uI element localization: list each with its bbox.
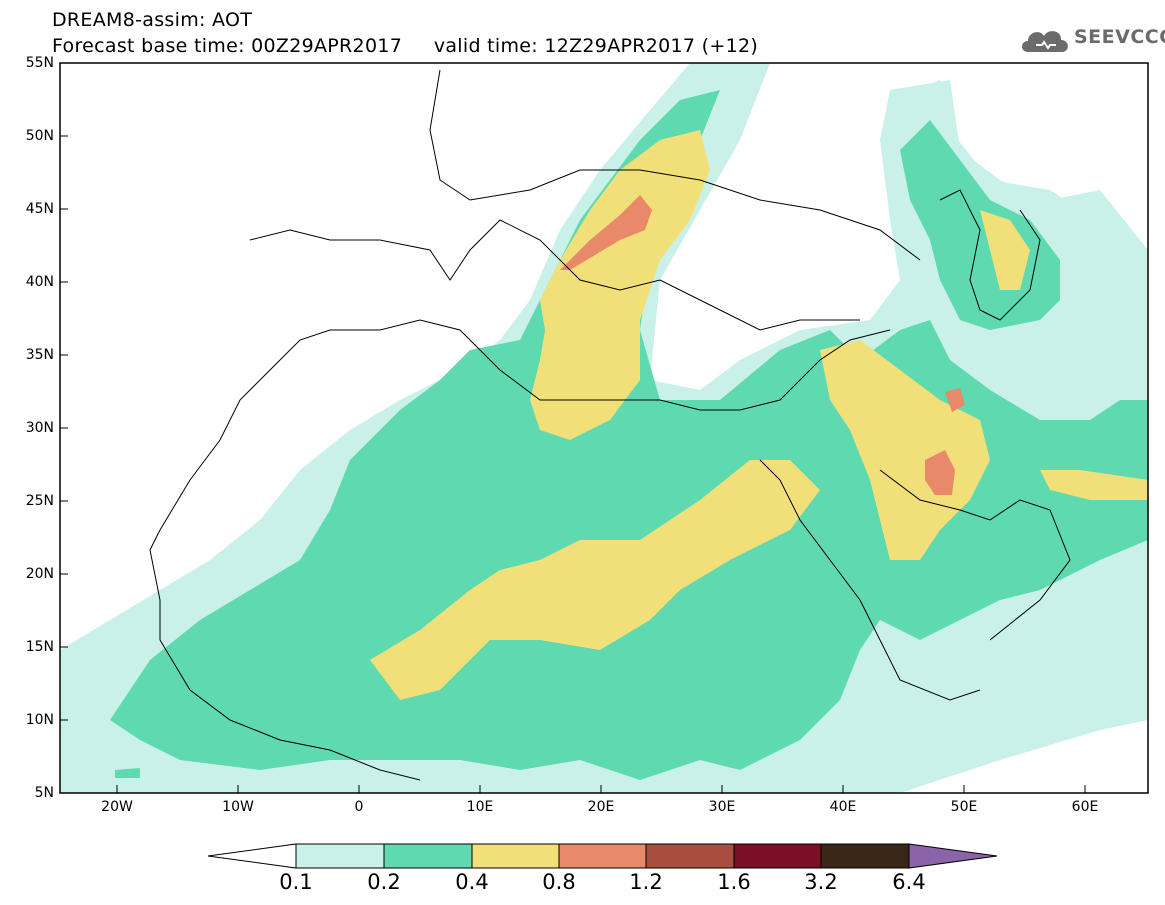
colorbar-under-arrow (207, 843, 297, 869)
colorbar-label: 0.4 (455, 870, 489, 894)
aot-band-light-patch (115, 768, 140, 778)
lat-label: 15N (25, 639, 54, 655)
chart-title: DREAM8-assim: AOT (52, 9, 253, 31)
lat-label: 10N (25, 712, 54, 728)
aot-band-orange-iraq (925, 450, 955, 495)
lat-label: 35N (25, 347, 54, 363)
lat-label: 50N (25, 128, 54, 144)
colorbar-bin-3 (471, 843, 560, 869)
lat-label: 25N (25, 493, 54, 509)
colorbar-label: 1.2 (629, 870, 663, 894)
aot-band-yellow-sahara (370, 460, 820, 700)
lon-label: 10E (466, 799, 494, 815)
aot-band-orange-balkans (560, 195, 652, 270)
lat-label: 45N (25, 201, 54, 217)
aot-band-yellow-arabia (820, 340, 990, 560)
lon-label: 0 (354, 799, 364, 815)
colorbar-label: 3.2 (804, 870, 838, 894)
colorbar-bin-7 (820, 843, 910, 869)
lat-label: 55N (25, 55, 54, 71)
lat-label: 30N (25, 420, 54, 436)
colorbar-bin-1 (295, 843, 385, 869)
colorbar-label: 1.6 (717, 870, 751, 894)
forecast-time-line: Forecast base time: 00Z29APR2017 valid t… (52, 35, 759, 57)
lat-label: 40N (25, 274, 54, 290)
aot-band-yellow-caspian (980, 210, 1030, 290)
logo-text: SEEVCCC (1074, 26, 1165, 48)
lon-label: 40E (829, 799, 857, 815)
cloud-icon (1022, 31, 1068, 52)
seevccc-logo: SEEVCCC (1018, 22, 1165, 58)
aot-band-yellow-balkans (530, 130, 710, 440)
axis-ticks (60, 62, 1086, 793)
lon-label: 60E (1071, 799, 1099, 815)
colorbar-bin-4 (558, 843, 647, 869)
lon-label: 50E (950, 799, 978, 815)
aot-band-green-main (110, 90, 1148, 780)
lon-label: 20E (587, 799, 615, 815)
colorbar-over-arrow (908, 843, 998, 869)
colorbar-label: 0.8 (542, 870, 576, 894)
colorbar-label: 6.4 (892, 870, 926, 894)
colorbar-label: 0.2 (367, 870, 401, 894)
lon-label: 30E (708, 799, 736, 815)
colorbar-label: 0.1 (279, 870, 313, 894)
colorbar-bin-6 (733, 843, 822, 869)
lon-label: 10W (222, 799, 254, 815)
colorbar-bin-2 (383, 843, 473, 869)
colorbar-bin-5 (645, 843, 735, 869)
colorbar (207, 843, 998, 869)
lat-label: 20N (25, 566, 54, 582)
lon-label: 20W (101, 799, 133, 815)
aot-band-yellow-gulf (1040, 470, 1148, 500)
coastlines (149, 69, 1071, 781)
aot-band-orange-iraq-2 (945, 388, 965, 412)
lat-label: 5N (34, 785, 54, 801)
